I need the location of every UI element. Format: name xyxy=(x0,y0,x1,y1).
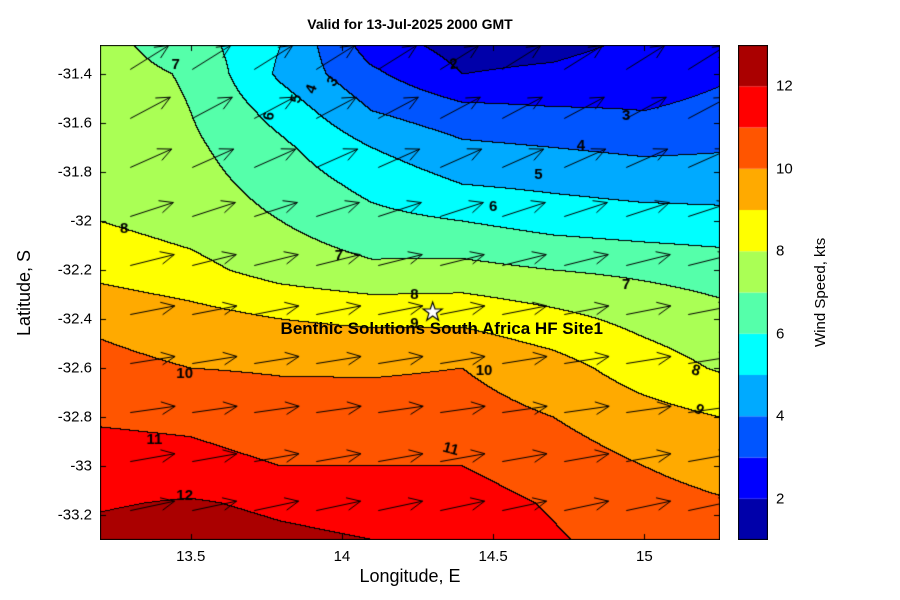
colorbar-tick-label: 10 xyxy=(776,160,793,178)
contour-plot-canvas xyxy=(100,45,720,540)
chart-title: Valid for 13-Jul-2025 2000 GMT xyxy=(307,16,513,32)
y-tick-label: -32.2 xyxy=(57,261,92,279)
x-tick-label: 13.5 xyxy=(176,548,206,565)
x-tick-label: 14.5 xyxy=(478,548,508,565)
colorbar-tick-label: 8 xyxy=(776,242,785,260)
y-tick-label: -31.8 xyxy=(57,163,92,181)
colorbar-tick-label: 2 xyxy=(776,490,785,508)
y-tick-label: -32.6 xyxy=(57,359,92,377)
colorbar-tick-label: 12 xyxy=(776,77,793,95)
colorbar-tick-label: 6 xyxy=(776,325,785,343)
x-tick-label: 15 xyxy=(636,548,653,565)
x-axis-label: Longitude, E xyxy=(359,566,461,586)
y-tick-label: -31.4 xyxy=(57,65,92,83)
y-tick-label: -32 xyxy=(70,212,92,230)
y-tick-label: -32.4 xyxy=(57,310,92,328)
y-tick-label: -31.6 xyxy=(57,114,92,132)
colorbar xyxy=(738,45,768,540)
y-tick-label: -33 xyxy=(70,457,92,475)
site-annotation: Benthic Solutions South Africa HF Site1 xyxy=(280,319,603,339)
colorbar-tick-label: 4 xyxy=(776,407,785,425)
y-tick-label: -33.2 xyxy=(57,506,92,524)
y-axis-label: Latitude, S xyxy=(14,249,34,336)
x-tick-label: 14 xyxy=(333,548,351,565)
y-tick-label: -32.8 xyxy=(57,408,92,426)
colorbar-label: Wind Speed, kts xyxy=(812,237,829,348)
plot-area: Benthic Solutions South Africa HF Site1 xyxy=(100,45,720,540)
